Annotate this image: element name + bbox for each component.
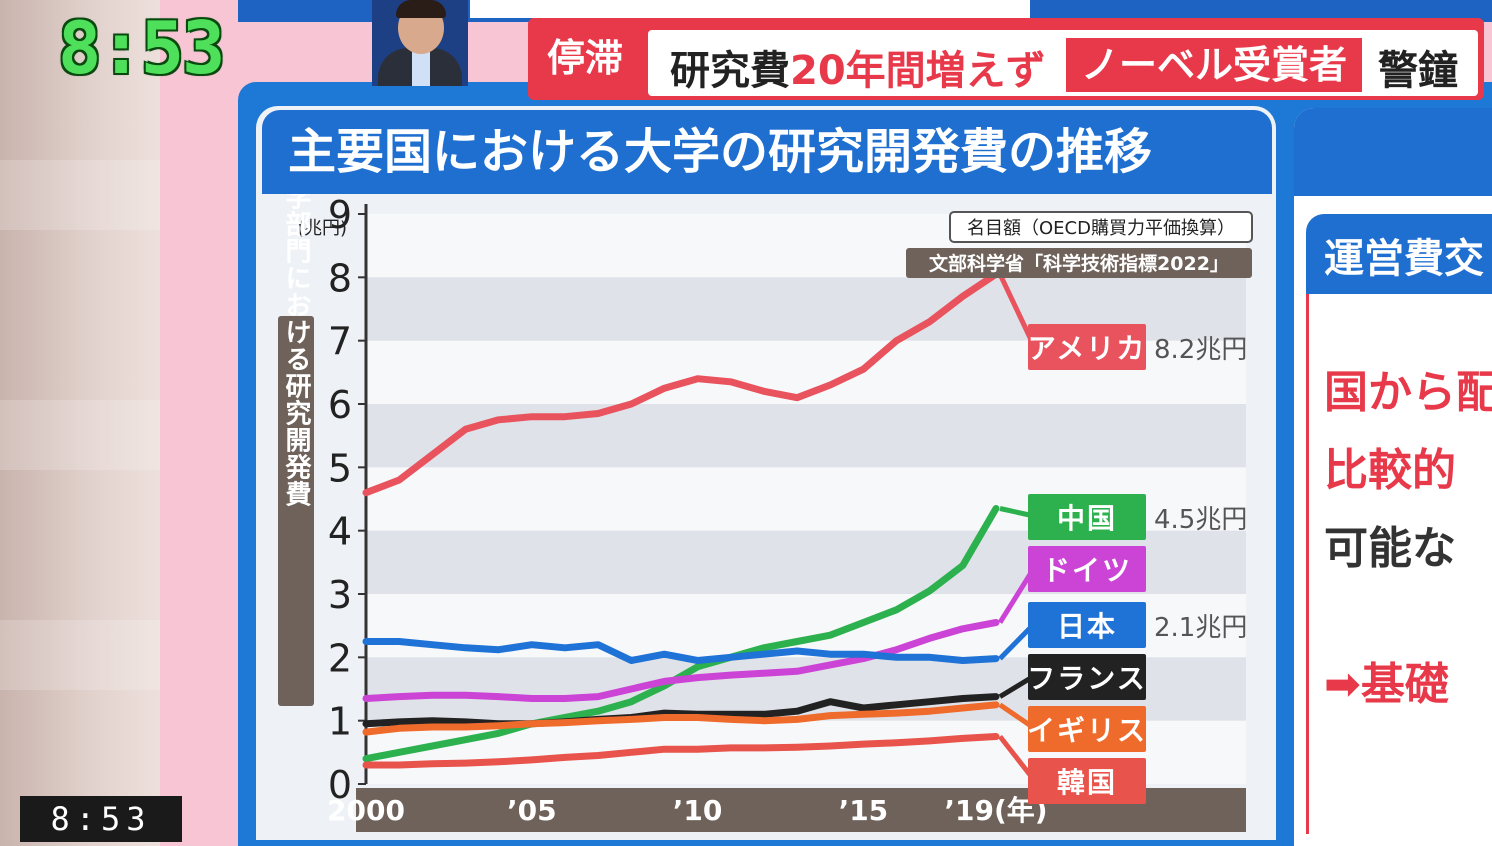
legend-label: 韓国 [1057, 766, 1117, 799]
value-label: 2.1兆円 [1154, 613, 1247, 643]
series-line-4 [362, 693, 1000, 728]
y-tick-label: 7 [328, 320, 352, 364]
series-line-2 [362, 619, 1000, 702]
series-line-6 [362, 733, 1000, 769]
y-tick-label: 5 [328, 446, 352, 490]
y-tick-label: 0 [328, 763, 352, 807]
y-tick-label: 4 [328, 510, 352, 554]
y-tick-label: 8 [328, 256, 352, 300]
legend-label: 中国 [1057, 502, 1117, 535]
headline-red-box: ノーベル受賞者 [1066, 38, 1362, 92]
presenter-hair [396, 0, 446, 18]
presenter-thumbnail [372, 0, 468, 86]
grid-band [366, 404, 1246, 468]
line-chart: 0 1 2 3 4 5 6 7 8 9(兆円)大学部門における研究開発費 2000 ’05 ’10 ’15… [278, 194, 1253, 832]
series-line-3 [362, 638, 1000, 664]
background-band [0, 400, 170, 470]
legend-box [1028, 706, 1146, 752]
legend-box [1028, 654, 1146, 700]
top-white-strip [470, 0, 1030, 18]
headline-tag: 停滞 [546, 36, 623, 80]
side-subtitle: 運営費交 [1324, 236, 1484, 282]
legend-box [1028, 546, 1146, 592]
legend-box [1028, 758, 1146, 804]
headline-text: 研究費20年間増えず [670, 38, 1046, 96]
x-tick-label: ’05 [507, 794, 557, 827]
clock-main: 8:53 [58, 6, 225, 90]
source-box [906, 248, 1252, 278]
series-line-5 [362, 701, 1000, 736]
legend-box [1028, 602, 1146, 648]
x-tick-label: ’15 [839, 794, 889, 827]
clock-small: 8:53 [20, 796, 182, 842]
studio-background [0, 0, 170, 846]
legend-label: フランス [1027, 662, 1146, 695]
y-label-box [278, 316, 314, 706]
x-tick-label: ’10 [673, 794, 723, 827]
note-box [949, 211, 1253, 243]
legend-label: アメリカ [1028, 332, 1147, 365]
side-line-4: ➡基礎 [1324, 659, 1449, 710]
presenter-shirt [412, 48, 430, 86]
legend-box [1028, 324, 1146, 370]
y-axis-label: 大学部門における研究開発費 [281, 194, 312, 507]
x-tick-label: 2000 [327, 794, 405, 827]
series-line-0 [362, 270, 1000, 497]
y-tick-label: 9 [328, 194, 352, 237]
side-card: 運営費交 国から配 比較的 可能な ➡基礎 [1294, 108, 1492, 846]
legend-label: 日本 [1057, 610, 1117, 643]
side-subtitle-box [1306, 214, 1492, 294]
background-band [0, 160, 170, 230]
y-tick-label: 3 [328, 573, 352, 617]
source-text: 文部科学省「科学技術指標2022」 [929, 252, 1229, 275]
side-line-1: 国から配 [1324, 367, 1492, 418]
y-tick-label: 6 [328, 383, 352, 427]
headline-text-part1: 研究費 [670, 48, 790, 94]
background-band [0, 620, 170, 690]
source-note: 名目額（OECD購買力平価換算） [967, 218, 1235, 239]
side-body [1306, 294, 1492, 834]
value-label: 4.5兆円 [1154, 505, 1247, 535]
y-tick-label: 2 [328, 636, 352, 680]
side-card-header [1294, 108, 1492, 196]
side-line-2: 比較的 [1324, 445, 1456, 496]
headline-text-red: 20年間増えず [790, 48, 1046, 94]
y-unit-label: (兆円) [297, 218, 347, 239]
y-tick-label: 1 [328, 700, 352, 744]
value-label: 8.2兆円 [1154, 335, 1247, 365]
chart-title: 主要国における大学の研究開発費の推移 [262, 110, 1272, 194]
side-line-3: 可能な [1324, 523, 1456, 574]
legend-label: イギリス [1027, 714, 1147, 747]
legend-label: ドイツ [1042, 554, 1132, 587]
legend-box [1028, 494, 1146, 540]
headline-text-part2: 警鐘 [1378, 48, 1458, 94]
